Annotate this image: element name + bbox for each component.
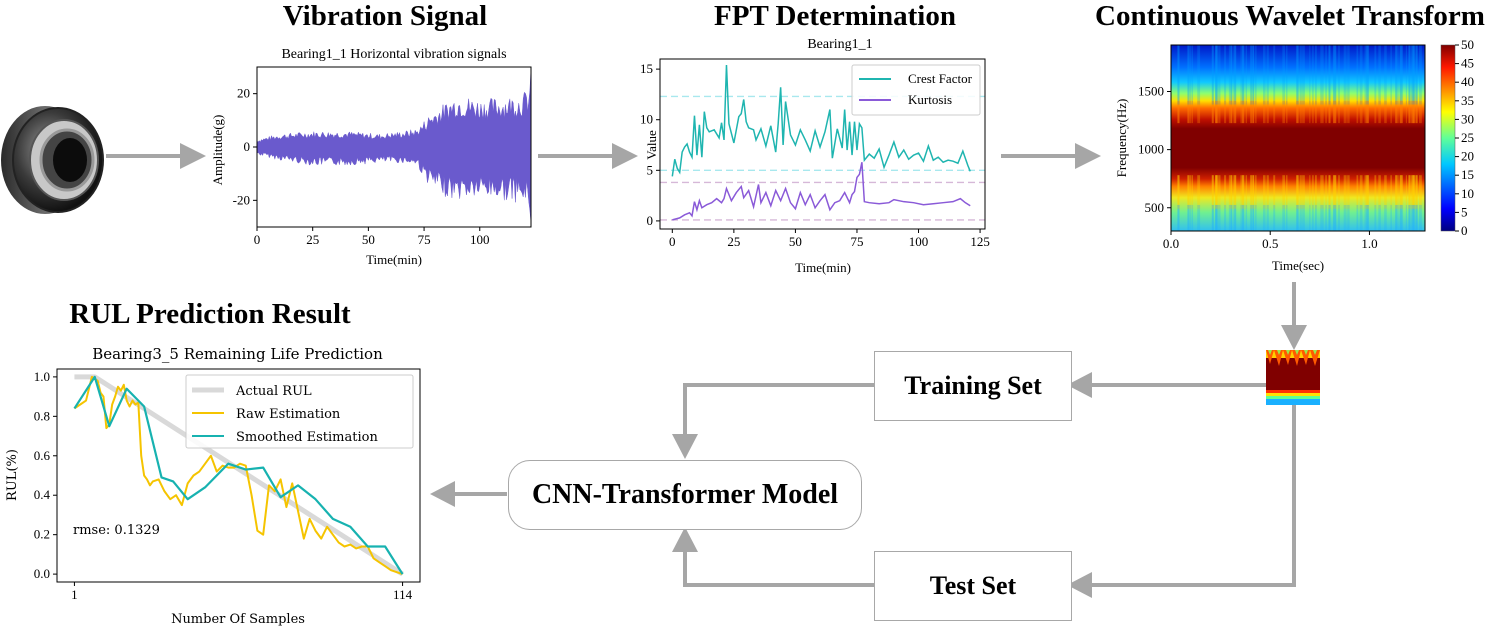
svg-text:5: 5 [1461,204,1468,219]
vibration-chart-title: Bearing1_1 Horizontal vibration signals [281,47,507,62]
svg-text:0: 0 [669,234,676,249]
svg-text:125: 125 [970,234,990,249]
fpt-legend: Crest Factor Kurtosis [851,64,981,116]
cnn-transformer-model-block: CNN-Transformer Model [508,460,862,530]
legend-smoothed-estimation: Smoothed Estimation [236,430,378,445]
svg-text:0.6: 0.6 [34,448,51,463]
svg-text:25: 25 [1461,130,1474,145]
scalogram-thumbnail [1266,350,1320,405]
svg-text:50: 50 [789,234,802,249]
svg-text:0.2: 0.2 [34,527,50,542]
arrow-to-test-set [1090,404,1296,587]
svg-text:0.0: 0.0 [1163,236,1179,251]
svg-text:0: 0 [647,213,654,228]
rul-ylabel: RUL(%) [5,449,20,501]
svg-text:1000: 1000 [1138,142,1164,157]
svg-text:50: 50 [1461,37,1474,52]
svg-text:35: 35 [1461,93,1474,108]
svg-text:10: 10 [1461,186,1474,201]
legend-raw-estimation: Raw Estimation [236,407,341,422]
svg-text:45: 45 [1461,56,1474,71]
rmse-annotation: rmse: 0.1329 [73,523,160,538]
legend-crest-factor: Crest Factor [908,71,973,86]
svg-text:20: 20 [237,86,250,101]
svg-text:75: 75 [850,234,863,249]
svg-text:100: 100 [909,234,929,249]
svg-text:30: 30 [1461,111,1474,126]
fpt-chart-title: Bearing1_1 [807,37,873,52]
svg-text:25: 25 [306,232,319,247]
test-set-block: Test Set [874,551,1072,621]
svg-text:0.0: 0.0 [34,566,50,581]
fpt-ylabel: Value [644,130,659,160]
colorbar [1440,44,1456,232]
legend-actual-rul: Actual RUL [235,384,312,399]
svg-text:50: 50 [362,232,375,247]
fpt-xlabel: Time(min) [795,260,851,275]
bearing-icon [0,100,110,220]
svg-text:500: 500 [1145,200,1165,215]
vibration-chart: 0 25 50 75 100 20 0 -20 Time(min) Amplitude(g) [210,66,532,267]
svg-text:1.0: 1.0 [34,369,50,384]
svg-text:75: 75 [418,232,431,247]
cwt-xlabel: Time(sec) [1272,258,1324,273]
training-set-block: Training Set [874,351,1072,421]
svg-text:1500: 1500 [1138,84,1164,99]
svg-text:0: 0 [1461,223,1468,238]
svg-text:114: 114 [393,587,413,602]
stage-title-rul: RUL Prediction Result [69,298,351,330]
svg-text:40: 40 [1461,74,1474,89]
stage-title-vibration: Vibration Signal [282,0,488,32]
svg-text:0.8: 0.8 [34,408,50,423]
vibration-xlabel: Time(min) [366,252,422,267]
svg-text:10: 10 [640,112,653,127]
svg-text:15: 15 [1461,167,1474,182]
rul-legend: Actual RUL Raw Estimation Smoothed Estim… [185,374,414,449]
svg-text:100: 100 [470,232,490,247]
svg-text:0: 0 [244,139,251,154]
stage-title-fpt: FPT Determination [714,0,956,32]
fpt-chart: 0 25 50 75 100 125 0 5 10 15 Crest Factor Kurtosi… [640,58,990,275]
svg-text:0.5: 0.5 [1262,236,1278,251]
cwt-ylabel: Frequency(Hz) [1114,99,1129,178]
svg-text:1: 1 [71,587,78,602]
legend-kurtosis: Kurtosis [908,92,952,107]
arrow-training-to-model [683,383,874,436]
vibration-ylabel: Amplitude(g) [210,115,225,186]
svg-text:20: 20 [1461,149,1474,164]
rul-xlabel: Number Of Samples [171,612,305,627]
svg-text:1.0: 1.0 [1361,236,1377,251]
arrow-test-to-model [683,550,874,587]
stage-title-cwt: Continuous Wavelet Transform [1095,0,1485,32]
rul-chart-title: Bearing3_5 Remaining Life Prediction [92,345,383,363]
svg-text:5: 5 [647,162,654,177]
svg-text:0.4: 0.4 [34,487,51,502]
rul-chart: 1 114 0.0 0.2 0.4 0.6 0.8 1.0 Actual RUL Raw Es… [5,368,421,627]
svg-text:0: 0 [254,232,261,247]
svg-text:15: 15 [640,61,653,76]
svg-text:25: 25 [727,234,740,249]
svg-text:-20: -20 [233,192,250,207]
